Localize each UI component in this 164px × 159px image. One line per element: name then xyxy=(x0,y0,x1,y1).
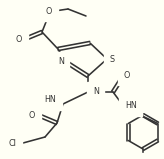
Text: O: O xyxy=(124,70,130,80)
Text: O: O xyxy=(29,111,35,120)
Text: Cl: Cl xyxy=(8,138,16,148)
Text: O: O xyxy=(16,35,22,44)
Text: HN: HN xyxy=(44,96,56,104)
Text: N: N xyxy=(58,58,64,66)
Text: S: S xyxy=(109,55,115,63)
Text: O: O xyxy=(46,7,52,15)
Text: HN: HN xyxy=(125,101,137,111)
Text: N: N xyxy=(93,87,99,97)
